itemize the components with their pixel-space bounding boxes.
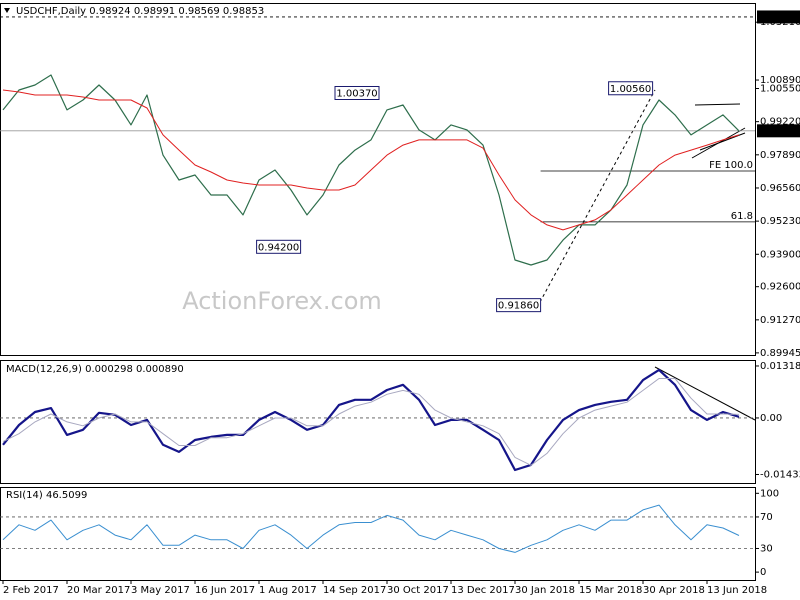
triangle-top [694,103,741,106]
x-tick-label: 16 Jun 2017 [195,585,255,596]
x-tick-label: 14 Sep 2017 [323,585,386,596]
macd-panel-frame [0,360,756,484]
y-tick-label: 0.95230 [760,216,800,227]
y-tick-label: 0.89945 [760,348,800,359]
price-annotation-box [334,85,380,100]
price-annotation-box [496,298,542,313]
price-annotation: 0.91860 [498,301,539,312]
series-line [2,89,740,231]
plot-layer: 1.032101.008901.005500.992200.978900.965… [0,10,800,596]
y-tick-label: 1.00890 [760,75,800,86]
y-tick-label: 1.00550 [760,84,800,95]
menu-arrow [4,8,10,13]
rsi-title: RSI(14) 46.5099 [6,490,87,501]
y-tick-label: -0.014339 [760,469,800,480]
x-tick-label: 2 Feb 2017 [3,585,59,596]
y-tick-label: 30 [760,543,773,554]
series-line [2,504,740,553]
y-tick-label: 0.99220 [760,117,800,128]
price-annotation: 1.00370 [336,88,377,99]
macd-title: MACD(12,26,9) 0.000298 0.000890 [6,364,184,375]
x-tick-label: 20 Mar 2017 [67,585,130,596]
price-annotation: 0.94200 [258,242,299,253]
y-tick-label: 0.00 [760,413,782,424]
macd-trend-line [654,366,756,421]
level-label: 61.8 [731,211,753,222]
y-tick-label: 0 [760,567,766,578]
level-label: FE 100.0 [709,160,753,171]
price-title: USDCHF,Daily 0.98924 0.98991 0.98569 0.9… [16,6,264,17]
x-tick-label: 13 Dec 2017 [451,585,515,596]
x-tick-label: 1 Aug 2017 [259,585,317,596]
y-tick-label: 0.91270 [760,315,800,326]
y-tick-label: 100 [760,488,779,499]
y-tick-label: 0.92600 [760,282,800,293]
y-tick-label: 0.013184 [760,361,800,372]
x-tick-label: 30 Apr 2018 [643,585,705,596]
trend-line [539,89,656,303]
x-tick-label: 13 Jun 2018 [707,585,767,596]
price-annotation-box [608,81,654,96]
price-tag [757,124,800,138]
watermark: ActionForex.com [182,287,382,315]
x-tick-label: 30 Jan 2018 [515,585,575,596]
y-tick-label: 70 [760,512,773,523]
rsi-panel-frame [0,487,756,581]
price-panel-frame [0,3,756,356]
x-tick-label: 3 May 2017 [131,585,190,596]
x-tick-label: 30 Oct 2017 [387,585,449,596]
series-line [2,74,740,266]
x-tick-label: 15 Mar 2018 [579,585,642,596]
price-tag-label: 0.98853 [760,126,800,137]
y-tick-label: 0.96560 [760,183,800,194]
series-line [2,378,740,466]
price-annotation-box [256,239,302,254]
y-tick-label: 0.93900 [760,249,800,260]
price-tag-label: 1.03420 [760,12,800,23]
y-tick-label: 0.97890 [760,150,800,161]
price-annotation: 1.00560 [610,84,651,95]
price-tag [757,10,800,24]
series-line [2,368,740,472]
